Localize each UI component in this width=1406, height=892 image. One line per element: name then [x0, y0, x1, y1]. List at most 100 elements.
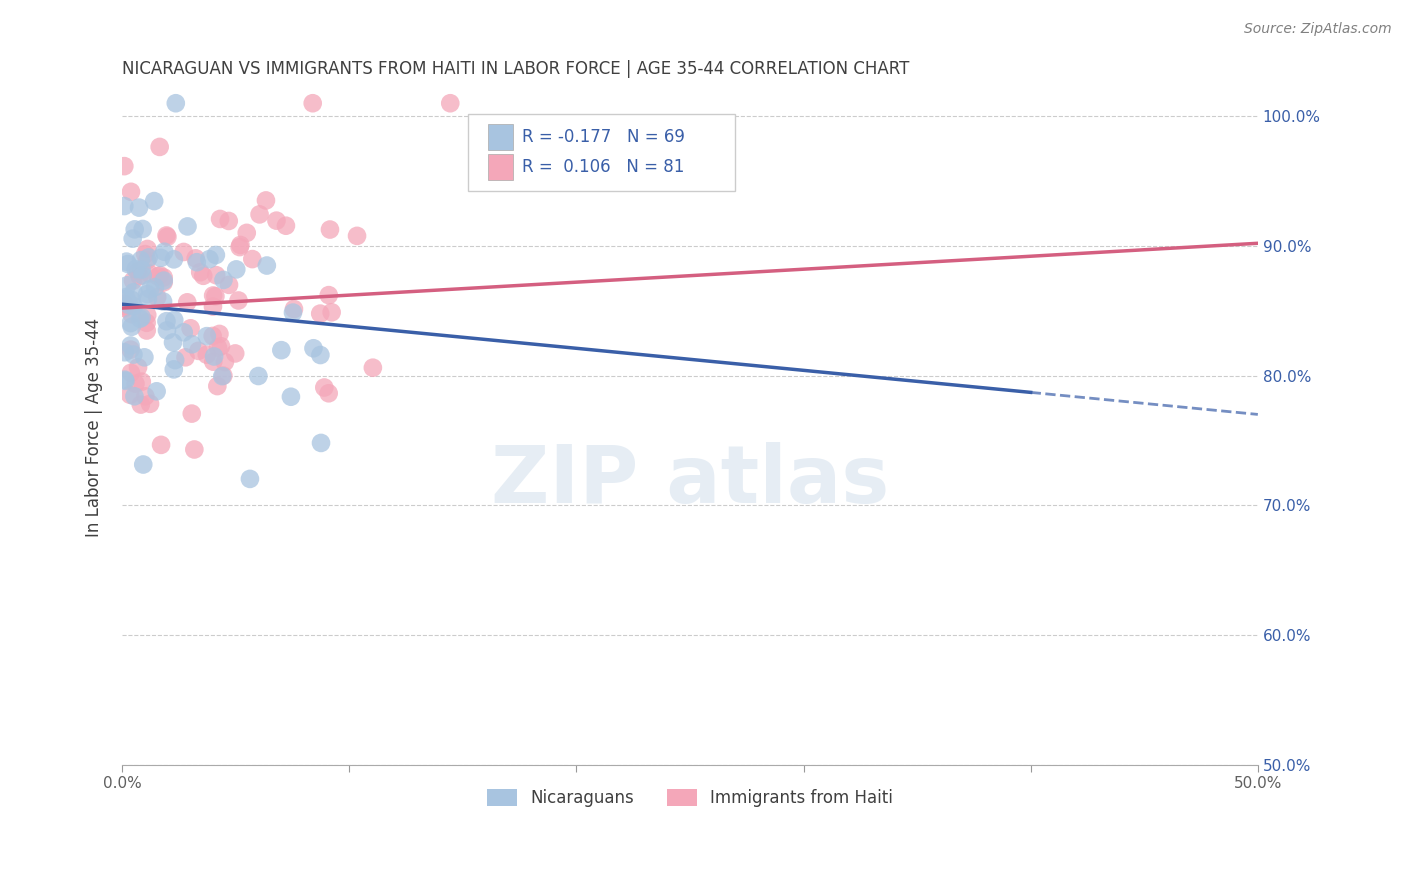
Point — [218, 214, 240, 228]
Point — [319, 222, 342, 236]
Point — [176, 295, 198, 310]
Point — [247, 369, 270, 384]
Point — [439, 96, 461, 111]
Point — [301, 96, 323, 111]
Point — [270, 343, 292, 358]
Point — [209, 211, 232, 226]
Point — [202, 354, 225, 368]
Point — [183, 442, 205, 457]
Point — [112, 199, 135, 213]
Text: Source: ZipAtlas.com: Source: ZipAtlas.com — [1244, 22, 1392, 37]
Point — [239, 472, 262, 486]
Point — [205, 248, 228, 262]
Point — [212, 368, 235, 383]
Point — [163, 362, 186, 376]
Point — [180, 407, 202, 421]
Point — [120, 343, 142, 357]
Point — [145, 384, 167, 399]
Point — [131, 222, 153, 236]
FancyBboxPatch shape — [488, 154, 513, 180]
Point — [254, 194, 277, 208]
Text: NICARAGUAN VS IMMIGRANTS FROM HAITI IN LABOR FORCE | AGE 35-44 CORRELATION CHART: NICARAGUAN VS IMMIGRANTS FROM HAITI IN L… — [122, 60, 910, 78]
Point — [143, 194, 166, 208]
Point — [117, 257, 139, 271]
Point — [131, 262, 153, 277]
Point — [121, 319, 143, 334]
Point — [174, 351, 197, 365]
Point — [201, 329, 224, 343]
Point — [302, 341, 325, 355]
Point — [120, 338, 142, 352]
Point — [121, 232, 143, 246]
Point — [225, 262, 247, 277]
Point — [309, 348, 332, 362]
Point — [212, 273, 235, 287]
Point — [127, 360, 149, 375]
Point — [152, 274, 174, 288]
Point — [186, 255, 208, 269]
Point — [156, 323, 179, 337]
Point — [208, 326, 231, 341]
Point — [136, 253, 159, 268]
Point — [134, 351, 156, 365]
Point — [228, 240, 250, 254]
Point — [149, 268, 172, 283]
Point — [131, 375, 153, 389]
Point — [127, 264, 149, 278]
Point — [131, 310, 153, 325]
Point — [173, 244, 195, 259]
Point — [155, 228, 177, 243]
Point — [195, 348, 218, 362]
Point — [204, 289, 226, 303]
Point — [318, 386, 340, 401]
Point — [143, 280, 166, 294]
Point — [134, 389, 156, 403]
Point — [214, 355, 236, 369]
Point — [309, 436, 332, 450]
Point — [152, 294, 174, 309]
Text: R =  0.106   N = 81: R = 0.106 N = 81 — [522, 158, 685, 176]
Point — [173, 326, 195, 340]
Point — [156, 229, 179, 244]
FancyBboxPatch shape — [468, 114, 735, 192]
Point — [187, 343, 209, 358]
Point — [202, 350, 225, 364]
Point — [112, 159, 135, 173]
Point — [195, 329, 218, 343]
Point — [136, 292, 159, 306]
Point — [152, 275, 174, 289]
Point — [139, 397, 162, 411]
Point — [207, 341, 229, 355]
Point — [118, 298, 141, 312]
Point — [120, 185, 142, 199]
Point — [152, 270, 174, 285]
Point — [163, 252, 186, 267]
Legend: Nicaraguans, Immigrants from Haiti: Nicaraguans, Immigrants from Haiti — [479, 782, 900, 814]
Point — [321, 305, 343, 319]
Point — [128, 201, 150, 215]
Point — [122, 347, 145, 361]
Point — [211, 369, 233, 384]
Point — [124, 262, 146, 277]
Point — [120, 366, 142, 380]
Point — [163, 313, 186, 327]
Point — [122, 274, 145, 288]
Point — [146, 269, 169, 284]
Point — [128, 268, 150, 283]
Point — [135, 316, 157, 330]
Point — [146, 290, 169, 304]
Point — [139, 282, 162, 296]
Point — [184, 252, 207, 266]
FancyBboxPatch shape — [488, 124, 513, 150]
Point — [122, 299, 145, 313]
Point — [150, 438, 173, 452]
Point — [134, 247, 156, 261]
Point — [131, 268, 153, 283]
Point — [124, 389, 146, 403]
Point — [124, 222, 146, 236]
Point — [114, 373, 136, 387]
Point — [240, 252, 263, 266]
Point — [129, 311, 152, 326]
Point — [112, 301, 135, 315]
Point — [209, 339, 232, 353]
